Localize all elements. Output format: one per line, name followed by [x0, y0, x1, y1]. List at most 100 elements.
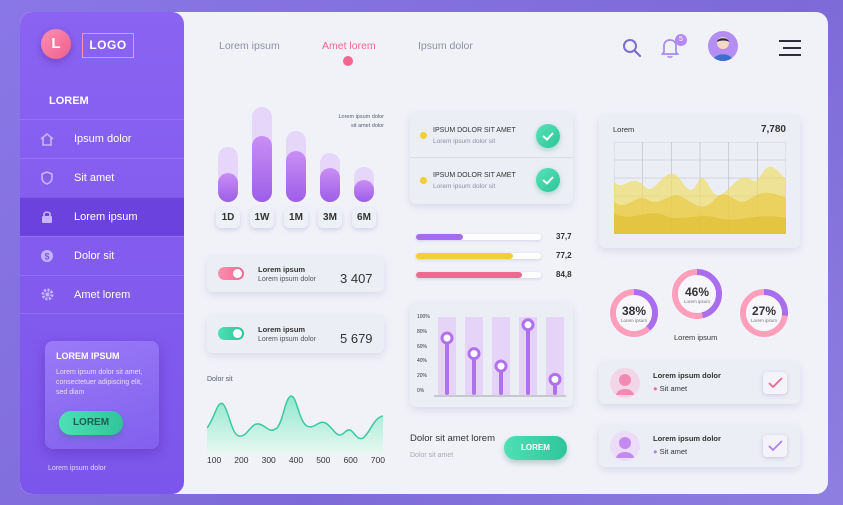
bell-icon[interactable] — [660, 37, 680, 59]
percent-ring: 27% Lorem ipsum — [736, 285, 792, 341]
period-button-6m[interactable]: 6M — [352, 208, 376, 228]
person-card[interactable]: Lorem ipsum dolor ● Sit amet — [599, 425, 800, 467]
period-bar-chart — [216, 104, 384, 234]
person-name: Lorem ipsum dolor — [653, 371, 721, 380]
person-avatar-icon — [610, 368, 640, 398]
sidebar-item-dolor-sit[interactable]: $ Dolor sit — [20, 236, 184, 275]
x-tick: 700 — [370, 455, 385, 465]
toggle-title: Lorem ipsum — [258, 325, 306, 334]
home-icon — [20, 132, 74, 146]
checkbox[interactable] — [763, 435, 787, 457]
checkbox[interactable] — [763, 372, 787, 394]
slider-column — [492, 317, 510, 395]
sidebar-item-label: Amet lorem — [74, 288, 131, 301]
topnav-item-ipsum-dolor[interactable]: Ipsum dolor — [418, 40, 473, 52]
list-item-title: IPSUM DOLOR SIT AMET — [433, 127, 516, 134]
person-card[interactable]: Lorem ipsum dolor ● Sit amet — [599, 362, 800, 404]
sidebar-item-sit-amet[interactable]: Sit amet — [20, 158, 184, 197]
dollar-icon: $ — [20, 249, 74, 263]
toggle-subtitle: Lorem ipsum dolor — [258, 276, 316, 283]
slider-chart — [434, 317, 566, 397]
slider-stem — [445, 338, 449, 395]
slider-stem — [499, 366, 503, 395]
y-tick: 0% — [417, 387, 425, 394]
slider-knob[interactable] — [494, 359, 508, 373]
progress-value: 77,2 — [556, 251, 572, 260]
progress-track — [416, 253, 541, 259]
menu-icon[interactable] — [778, 39, 802, 57]
slider-knob[interactable] — [440, 331, 454, 345]
slider-knob[interactable] — [467, 347, 481, 361]
person-name: Lorem ipsum dolor — [653, 434, 721, 443]
promo-button[interactable]: LOREM — [59, 411, 123, 435]
slider-y-axis: 100% 80% 60% 40% 20% 0% — [417, 314, 433, 394]
status-dot — [420, 177, 427, 184]
location-pin-icon: ● — [653, 384, 658, 393]
toggle-switch[interactable] — [218, 327, 244, 340]
x-tick: 300 — [261, 455, 276, 465]
progress-fill — [416, 253, 513, 259]
ring-caption: Lorem ipsum — [750, 317, 777, 323]
topnav-item-amet-lorem[interactable]: Amet lorem — [322, 40, 376, 52]
slider-knob[interactable] — [521, 318, 535, 332]
person-avatar-icon — [610, 431, 640, 461]
promo-text: Lorem ipsum dolor sit amet, consectetuer… — [56, 369, 143, 396]
check-circle-icon[interactable] — [536, 168, 560, 192]
x-tick: 200 — [234, 455, 249, 465]
ring-percent: 38% — [621, 303, 647, 318]
toggle-value: 3 407 — [340, 271, 373, 286]
active-nav-indicator — [343, 56, 353, 66]
action-button[interactable]: LOREM — [504, 436, 567, 460]
topnav-item-lorem-ipsum[interactable]: Lorem ipsum — [219, 40, 280, 52]
toggle-subtitle: Lorem ipsum dolor — [258, 336, 316, 343]
area-chart — [614, 142, 786, 234]
period-button-1m[interactable]: 1M — [284, 208, 308, 228]
period-button-1d[interactable]: 1D — [216, 208, 240, 228]
wave-chart-title: Dolor sit — [207, 376, 233, 383]
status-dot — [420, 132, 427, 139]
progress-bars: 37,7 77,2 84,8 — [416, 232, 576, 282]
slider-knob[interactable] — [548, 372, 562, 386]
progress-track — [416, 234, 541, 240]
progress-fill — [416, 234, 464, 240]
sidebar-item-ipsum-dolor[interactable]: Ipsum dolor — [20, 119, 184, 158]
svg-text:$: $ — [44, 252, 49, 262]
promo-title: LOREM IPSUM — [56, 351, 120, 361]
area-chart-card: Lorem 7,780 — [599, 115, 800, 248]
list-item[interactable]: IPSUM DOLOR SIT AMET Lorem ipsum dolor s… — [410, 112, 573, 158]
sidebar-item-amet-lorem[interactable]: Amet lorem — [20, 275, 184, 314]
ring-percent: 27% — [751, 303, 777, 318]
action-title: Dolor sit amet lorem — [410, 433, 495, 444]
bar-legend-1: Lorem ipsum dolor — [338, 114, 384, 120]
area-chart-title: Lorem — [613, 125, 635, 134]
search-icon[interactable] — [622, 38, 642, 58]
progress-row: 77,2 — [416, 251, 576, 261]
period-button-1w[interactable]: 1W — [250, 208, 274, 228]
toggle-card: Lorem ipsum Lorem ipsum dolor 3 407 — [207, 256, 384, 292]
x-tick: 600 — [343, 455, 358, 465]
rings-label: Lorem ipsum — [674, 333, 718, 342]
logo-mark[interactable]: L — [41, 29, 71, 59]
list-item-subtitle: Lorem ipsum dolor sit — [433, 183, 496, 190]
sidebar-footer: Lorem ipsum dolor — [48, 465, 106, 472]
check-circle-icon[interactable] — [536, 124, 560, 148]
percent-ring: 46% Lorem ipsum — [668, 265, 726, 323]
sidebar-item-lorem-ipsum[interactable]: Lorem ipsum — [20, 197, 184, 236]
x-tick: 500 — [316, 455, 331, 465]
area-chart-value: 7,780 — [760, 124, 786, 135]
progress-track — [416, 272, 541, 278]
check-icon — [768, 440, 783, 452]
progress-fill — [416, 272, 522, 278]
user-avatar[interactable] — [708, 31, 738, 61]
logo-text[interactable]: LOGO — [82, 33, 134, 58]
ring-arc — [610, 289, 658, 337]
wave-x-axis: 100 200 300 400 500 600 700 — [207, 455, 385, 465]
sidebar-item-label: Lorem ipsum — [74, 211, 138, 223]
gear-icon — [20, 287, 74, 302]
period-button-3m[interactable]: 3M — [318, 208, 342, 228]
toggle-switch[interactable] — [218, 267, 244, 280]
slider-chart-card: 100% 80% 60% 40% 20% 0% — [410, 303, 573, 407]
y-tick: 20% — [417, 373, 428, 380]
list-item[interactable]: IPSUM DOLOR SIT AMET Lorem ipsum dolor s… — [410, 158, 573, 204]
sidebar-title: LOREM — [49, 95, 89, 107]
